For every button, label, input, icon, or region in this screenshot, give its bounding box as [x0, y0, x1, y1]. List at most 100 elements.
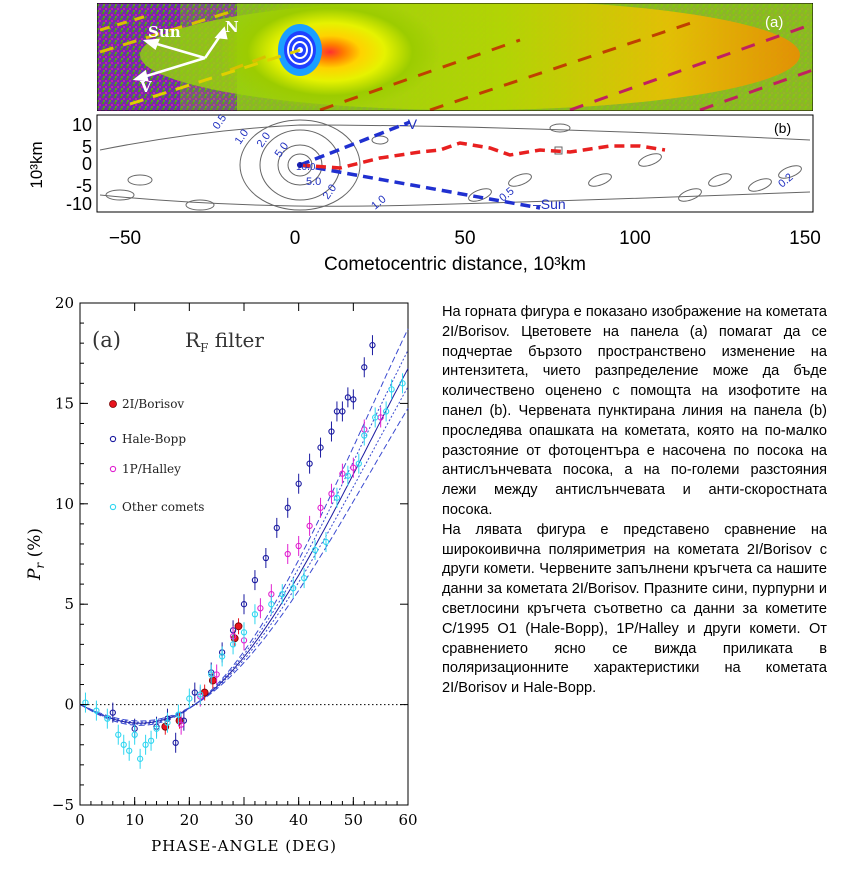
- x-tick-label: 50: [344, 811, 363, 829]
- x-tick-label: 100: [619, 228, 651, 249]
- data-point-3: [142, 741, 149, 748]
- legend-label: Other comets: [122, 500, 204, 514]
- comet-image-figure: Sun N V (a): [27, 3, 821, 275]
- legend-label: 1P/Halley: [122, 462, 181, 476]
- plot-frame: [79, 302, 409, 806]
- data-point-3: [399, 380, 406, 387]
- x-tick-label: 0: [75, 811, 85, 829]
- data-point-3: [164, 719, 171, 726]
- data-point-3: [290, 584, 297, 592]
- data-point-2: [284, 550, 291, 558]
- y-tick-label: -5: [76, 176, 92, 196]
- y-tick-label: 10: [55, 495, 74, 513]
- data-point-2: [177, 721, 185, 728]
- data-point-3: [82, 699, 89, 706]
- data-point-0: [234, 622, 243, 631]
- data-point-1: [350, 396, 357, 403]
- data-point-1: [251, 576, 259, 584]
- data-point-3: [126, 747, 133, 754]
- data-point-1: [317, 444, 324, 451]
- model-curve: [79, 349, 409, 725]
- chart-panel-label: (a): [92, 328, 121, 352]
- legend-marker: [109, 435, 117, 443]
- y-tick-label: -10: [66, 194, 92, 214]
- x-tick-label: 20: [180, 811, 199, 829]
- data-point-3: [311, 546, 319, 554]
- legend-marker: [109, 465, 117, 473]
- data-point-3: [300, 574, 308, 582]
- data-point-3: [229, 641, 237, 648]
- data-point-3: [153, 725, 160, 732]
- data-point-1: [328, 428, 335, 435]
- contour-label: 5.0: [306, 176, 321, 188]
- legend-label: Hale-Bopp: [122, 432, 186, 446]
- data-point-3: [251, 611, 259, 618]
- y-tick-label: 0: [82, 154, 92, 174]
- data-point-3: [333, 494, 341, 501]
- data-point-3: [197, 691, 204, 698]
- data-point-3: [268, 601, 275, 608]
- panel-a-image: [97, 3, 813, 111]
- data-point-1: [172, 739, 179, 746]
- y-tick-label: 5: [64, 595, 74, 613]
- data-point-2: [295, 542, 302, 550]
- x-tick-label: −50: [109, 228, 141, 249]
- data-point-2: [257, 605, 264, 612]
- paragraph-2: На лявата фигура е представено сравнение…: [442, 521, 827, 697]
- panel-b-label: (b): [774, 120, 791, 136]
- data-point-3: [104, 715, 111, 722]
- data-point-1: [191, 689, 198, 696]
- data-point-1: [262, 554, 270, 562]
- data-point-0: [208, 676, 217, 685]
- y-tick-label: 10: [72, 115, 92, 135]
- data-point-1: [109, 709, 116, 716]
- data-point-3: [147, 737, 155, 744]
- x-tick-label: 40: [289, 811, 308, 829]
- anti-velocity-label: –V: [400, 116, 418, 132]
- data-point-3: [186, 695, 193, 702]
- legend-marker: [109, 400, 117, 408]
- data-point-1: [344, 394, 352, 401]
- data-point-3: [208, 671, 215, 678]
- legend-marker: [109, 503, 117, 511]
- data-point-3: [322, 538, 330, 546]
- x-tick-label: 60: [398, 811, 417, 829]
- y-axis-label: Pr (%): [25, 528, 47, 581]
- data-point-1: [369, 342, 376, 349]
- panel-b-x-axis-label: Cometocentric distance, 10³km: [324, 254, 586, 275]
- data-point-2: [306, 522, 313, 530]
- nucleus-isophotes: [278, 24, 322, 76]
- data-point-2: [350, 464, 357, 471]
- chart-plot-area: [79, 302, 409, 806]
- data-point-3: [382, 408, 390, 415]
- filter-label: RF filter: [185, 328, 264, 355]
- velocity-direction-label: V: [139, 78, 152, 96]
- x-tick-label: 30: [234, 811, 253, 829]
- x-axis-label: PHASE-ANGLE (DEG): [151, 837, 337, 855]
- data-point-1: [240, 601, 248, 608]
- data-point-1: [339, 408, 346, 415]
- panel-b-y-unit: 10³km: [27, 141, 46, 188]
- panel-a-label: (a): [765, 14, 783, 31]
- data-point-2: [317, 504, 324, 511]
- data-point-3: [175, 711, 182, 718]
- y-tick-label: 15: [55, 394, 74, 412]
- data-points: [82, 335, 406, 769]
- sun-direction-label: Sun: [148, 23, 181, 41]
- data-point-3: [361, 432, 368, 439]
- data-point-3: [93, 707, 100, 714]
- data-point-2: [328, 490, 335, 497]
- y-tick-label: −5: [52, 796, 74, 814]
- data-point-3: [120, 741, 127, 748]
- panel-b-y-axis: 10 5 0 -5 -10: [66, 115, 92, 214]
- x-tick-label: 10: [125, 811, 144, 829]
- x-tick-label: 50: [454, 228, 475, 249]
- panel-b-x-axis: −50 0 50 100 150: [109, 228, 821, 249]
- data-point-3: [240, 629, 248, 636]
- x-tick-label: 0: [290, 228, 301, 249]
- data-point-3: [344, 472, 352, 479]
- description-text: На горната фигура е показано изображение…: [442, 303, 827, 699]
- panel-a-arrows: [132, 26, 228, 82]
